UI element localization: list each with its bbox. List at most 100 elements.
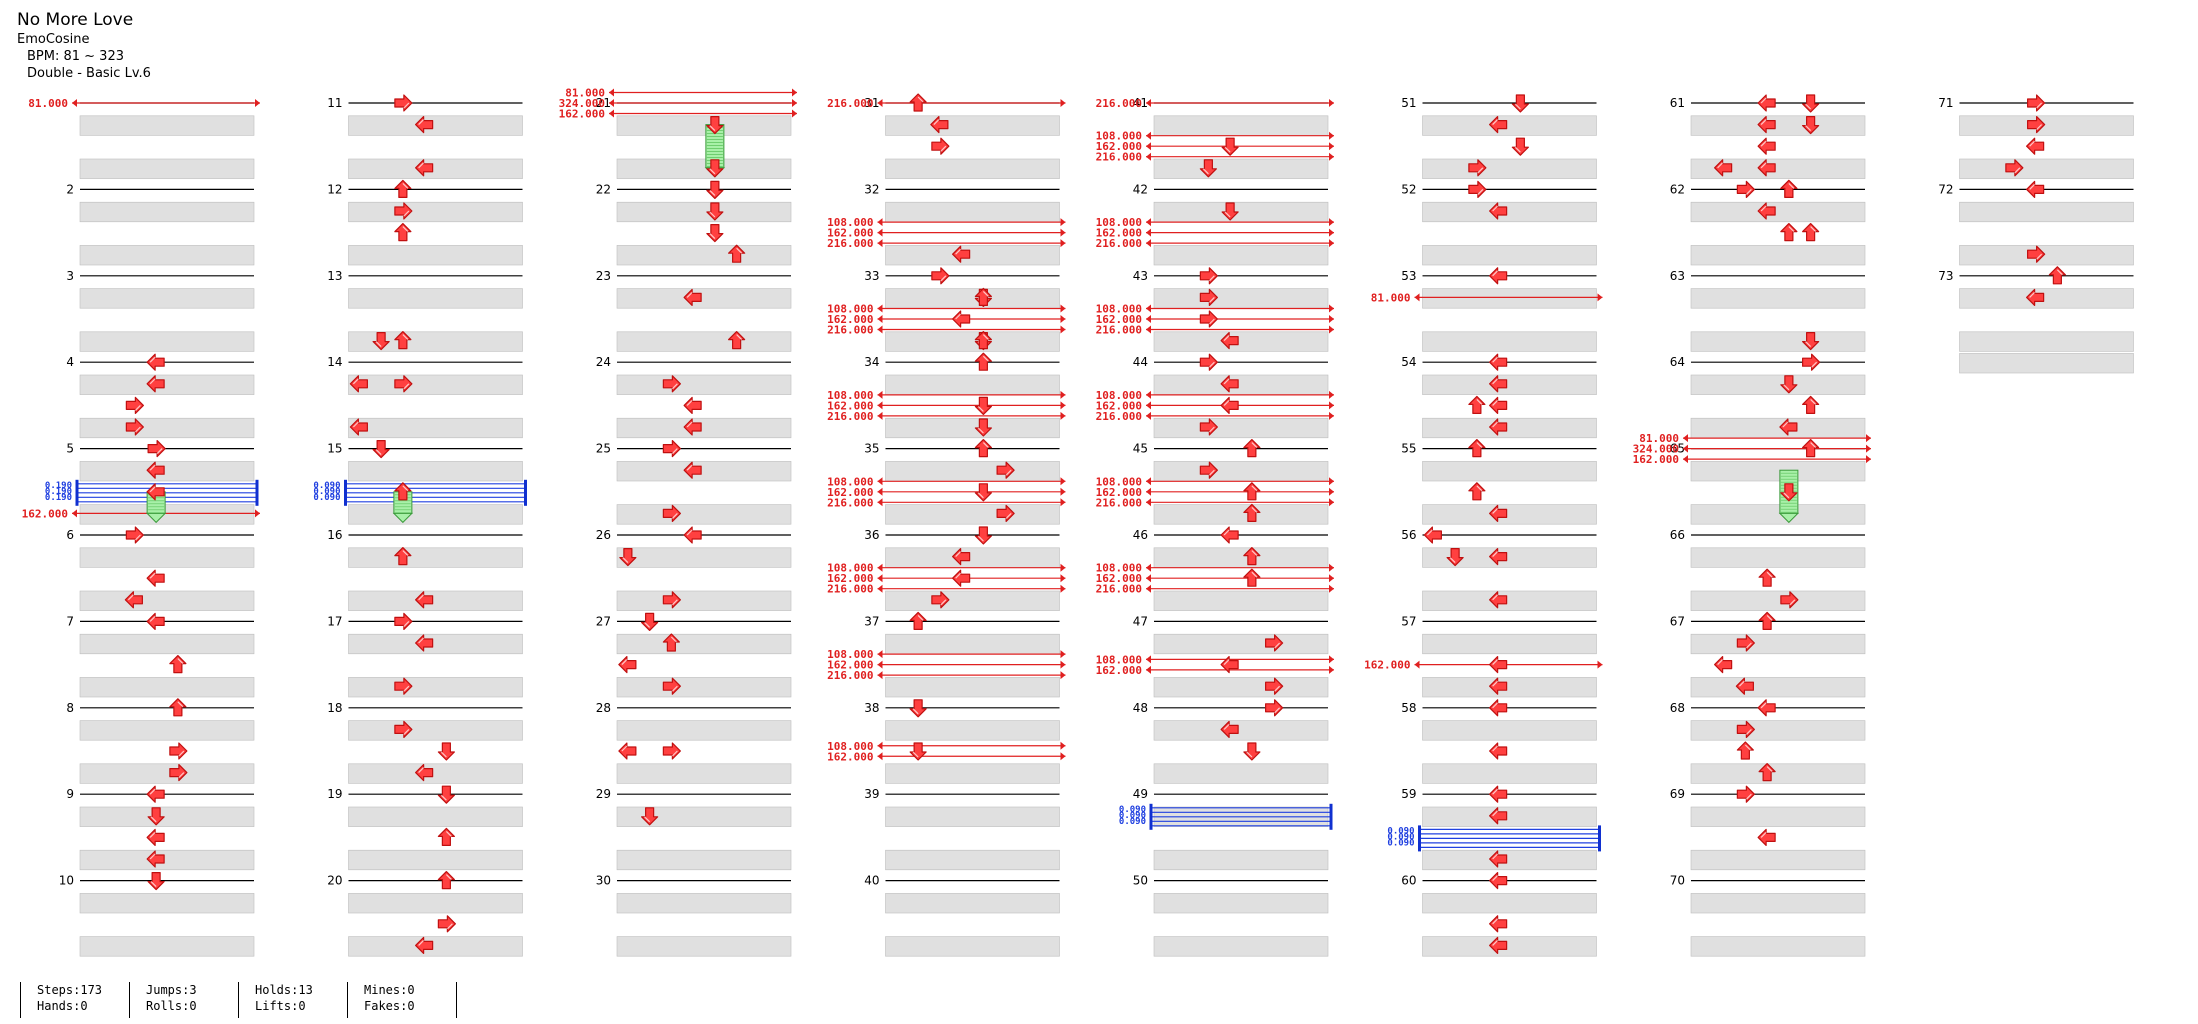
beat-band: [1153, 201, 1329, 223]
arrow-highlight: [2014, 167, 2021, 174]
arrow-shape: [1758, 611, 1776, 631]
arrow-note-l: [2026, 288, 2045, 306]
arrow-highlight: [912, 708, 919, 715]
arrow-shape: [146, 353, 165, 371]
arrow-shape: [437, 785, 455, 804]
beat-band: [885, 547, 1060, 568]
arrow-highlight: [977, 492, 984, 499]
bpm-marker-left: [877, 390, 883, 399]
arrow-note-r: [1265, 634, 1284, 652]
bpm-marker-left: [877, 584, 883, 593]
beat-band: [885, 893, 1060, 914]
stop-label: 0.190: [45, 487, 72, 497]
bpm-marker-right: [1060, 477, 1066, 486]
arrow-highlight: [1492, 594, 1499, 601]
arrow-shape: [146, 828, 165, 847]
bpm-label: 216.000: [827, 237, 873, 250]
arrow-shape: [974, 352, 992, 371]
beat-band: [1422, 547, 1597, 568]
arrow-note-r: [1265, 699, 1284, 717]
beat-band: [1422, 590, 1597, 611]
arrow-highlight: [1492, 356, 1499, 363]
arrow-shape: [394, 202, 413, 220]
beat-band: [348, 633, 523, 655]
bpm-marker-left: [1146, 498, 1151, 507]
bpm-marker-left: [1146, 142, 1151, 151]
arrow-highlight: [352, 421, 359, 428]
arrow-highlight: [671, 448, 678, 455]
measure-number: 30: [596, 874, 611, 888]
arrow-shape: [415, 936, 434, 955]
arrow-note-l: [683, 526, 702, 544]
arrow-note-l: [1757, 94, 1776, 112]
bpm-marker-right: [1060, 487, 1066, 496]
measure-number: 53: [1401, 269, 1416, 283]
arrow-shape: [974, 331, 992, 350]
arrow-shape: [1489, 807, 1508, 825]
arrow-note-r: [1780, 591, 1799, 609]
bpm-label: 81.000: [28, 97, 68, 110]
beat-band: [1690, 417, 1866, 439]
stat-rolls: Rolls:0: [146, 999, 197, 1013]
beat-band: [79, 374, 255, 395]
bpm-marker-right: [1060, 563, 1066, 572]
measure-number: 64: [1670, 355, 1685, 369]
beat-band: [79, 849, 255, 871]
arrow-note-r: [662, 742, 681, 760]
arrow-shape: [974, 483, 992, 502]
arrow-note-u: [1468, 482, 1486, 501]
arrow-note-d: [372, 332, 390, 351]
arrow-note-r: [996, 461, 1015, 479]
beat-band: [348, 590, 523, 611]
arrow-highlight: [1788, 182, 1795, 189]
measure-number: 71: [1938, 96, 1953, 110]
arrow-highlight: [1224, 146, 1231, 153]
arrow-highlight: [917, 614, 924, 621]
bpm-marker-right: [1060, 574, 1066, 583]
bpm-marker-left: [877, 487, 883, 496]
arrow-note-l: [1489, 591, 1508, 609]
arrow-note-l: [1735, 677, 1754, 695]
arrow-highlight: [686, 529, 693, 536]
bpm-label: 216.000: [827, 583, 873, 596]
arrow-highlight: [403, 620, 410, 627]
arrow-shape: [1220, 375, 1239, 393]
beat-band: [79, 633, 255, 655]
stop-label: 0.090: [313, 481, 340, 491]
bpm-marker-right: [1329, 228, 1334, 237]
beat-band: [1153, 547, 1329, 568]
arrow-shape: [662, 591, 681, 609]
arrow-shape: [1736, 741, 1754, 760]
arrow-shape: [1243, 742, 1261, 761]
bpm-marker-right: [1060, 660, 1066, 669]
arrow-highlight: [686, 464, 693, 471]
arrow-highlight: [2029, 140, 2036, 147]
bpm-marker-left: [877, 315, 883, 323]
arrow-note-d: [706, 115, 724, 135]
arrow-note-l: [1489, 504, 1508, 523]
arrow-note-l: [415, 936, 434, 955]
arrow-note-l: [1489, 699, 1508, 717]
arrow-note-r: [1265, 677, 1284, 695]
arrow-note-l: [1220, 526, 1239, 544]
arrow-note-r: [662, 677, 681, 695]
arrow-note-r: [1199, 310, 1218, 328]
bpm-marker-left: [1146, 563, 1151, 572]
arrow-highlight: [1766, 766, 1773, 773]
bpm-marker-right: [1329, 477, 1334, 486]
measure-number: 55: [1401, 442, 1416, 456]
arrow-shape: [1758, 568, 1776, 587]
arrow-highlight: [644, 816, 651, 823]
beat-band: [616, 245, 792, 266]
arrow-shape: [619, 547, 637, 567]
difficulty-label: Double - Basic Lv.6: [27, 66, 151, 81]
arrow-shape: [394, 720, 413, 739]
arrow-highlight: [1223, 529, 1230, 536]
beat-band: [79, 893, 255, 914]
arrow-highlight: [1492, 421, 1499, 428]
arrow-shape: [1243, 546, 1261, 566]
arrow-note-u: [1802, 223, 1820, 242]
arrow-shape: [1736, 720, 1755, 739]
arrow-highlight: [1810, 442, 1817, 449]
arrow-note-l: [146, 828, 165, 847]
